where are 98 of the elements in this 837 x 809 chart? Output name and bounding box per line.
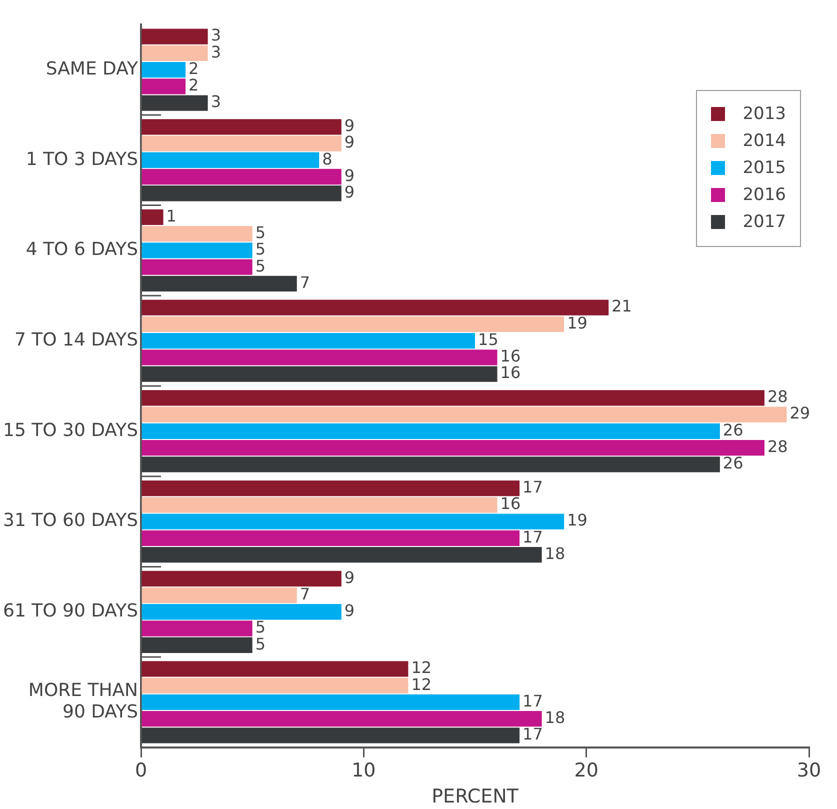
x-tick-label: 20 [574, 760, 598, 782]
y-tick-label: 1 TO 3 DAYS [26, 148, 138, 170]
bar [142, 95, 208, 111]
data-label: 3 [210, 92, 222, 112]
bar [142, 497, 498, 513]
data-label: 26 [722, 420, 744, 440]
data-label: 29 [790, 404, 810, 423]
bar [142, 209, 164, 226]
bar [142, 694, 520, 710]
data-label: 26 [722, 454, 744, 473]
data-label: 7 [300, 272, 310, 292]
bar [142, 333, 476, 349]
bar [142, 259, 252, 275]
data-label: 17 [522, 691, 543, 710]
legend-label: 2014 [742, 131, 786, 152]
bar [142, 423, 720, 439]
bar [142, 62, 186, 78]
data-label: 12 [411, 658, 432, 678]
data-label: 19 [567, 313, 588, 332]
bar [142, 711, 542, 727]
legend-label: 2015 [742, 158, 786, 178]
bar [142, 546, 542, 563]
data-label: 5 [255, 240, 266, 259]
data-label: 5 [255, 634, 266, 654]
x-tick-label: 30 [796, 760, 822, 782]
data-label: 9 [344, 568, 355, 587]
data-label: 16 [500, 346, 521, 366]
data-label: 28 [767, 436, 788, 456]
bar [142, 637, 252, 653]
data-label: 16 [500, 363, 521, 382]
bar [142, 78, 186, 94]
legend-label: 2013 [742, 104, 786, 124]
data-label: 12 [411, 674, 432, 694]
data-label: 2 [188, 58, 199, 78]
data-label: 18 [544, 708, 566, 728]
x-axis-title: PERCENT [432, 786, 519, 808]
data-label: 9 [344, 601, 355, 620]
bar [142, 661, 408, 677]
y-tick-label: 31 TO 60 DAYS [2, 510, 138, 532]
bar [142, 530, 520, 546]
bar [142, 728, 520, 744]
bar [142, 390, 764, 406]
data-label: 9 [344, 166, 355, 185]
bar [142, 456, 720, 472]
bar [142, 366, 498, 382]
data-label: 5 [255, 223, 266, 242]
data-label: 15 [478, 330, 498, 349]
y-tick-label: 4 TO 6 DAYS [26, 239, 138, 260]
data-label: 5 [255, 256, 266, 276]
data-label: 2 [188, 76, 199, 95]
data-label: 17 [522, 477, 543, 496]
y-tick-label: 7 TO 14 DAYS [14, 329, 138, 350]
data-label: 16 [500, 494, 521, 514]
x-tick-label: 0 [134, 760, 148, 782]
bar [142, 604, 342, 620]
bar [142, 587, 297, 604]
bar [142, 226, 252, 242]
data-label: 3 [210, 26, 222, 45]
y-tick-label: SAME DAY [46, 58, 140, 80]
bar [142, 136, 342, 152]
bar [142, 316, 564, 332]
data-label: 3 [210, 42, 222, 62]
data-label: 18 [544, 544, 566, 563]
bar [142, 119, 342, 135]
bar [142, 152, 320, 168]
bar [142, 276, 297, 292]
y-tick-label: 61 TO 90 DAYS [2, 600, 138, 622]
bar [142, 168, 342, 185]
data-label: 7 [300, 584, 310, 604]
data-label: 28 [767, 387, 788, 406]
data-label: 9 [344, 116, 355, 136]
bar [142, 45, 208, 61]
bar [142, 620, 252, 636]
bar [142, 406, 787, 422]
x-tick-label: 10 [352, 760, 376, 782]
bar [142, 570, 342, 586]
data-label: 17 [522, 527, 543, 546]
legend-label: 2017 [742, 212, 786, 232]
bar [142, 186, 342, 202]
data-label: 19 [567, 510, 588, 530]
legend-label: 2016 [742, 185, 786, 206]
bar [142, 440, 764, 456]
data-label: 1 [166, 206, 176, 226]
y-tick-label: MORE THAN 90 DAYS [28, 680, 138, 723]
y-tick-label: 15 TO 30 DAYS [2, 420, 138, 441]
data-label: 21 [612, 296, 632, 316]
data-label: 9 [344, 182, 355, 202]
data-label: 8 [322, 149, 332, 168]
data-label: 9 [344, 132, 355, 152]
data-label: 17 [522, 724, 543, 744]
bar [142, 678, 408, 694]
bar [142, 242, 252, 258]
data-label: 5 [255, 618, 266, 637]
bar [142, 480, 520, 496]
bar [142, 350, 498, 366]
bar [142, 514, 564, 530]
bar [142, 28, 208, 44]
bar [142, 300, 609, 316]
